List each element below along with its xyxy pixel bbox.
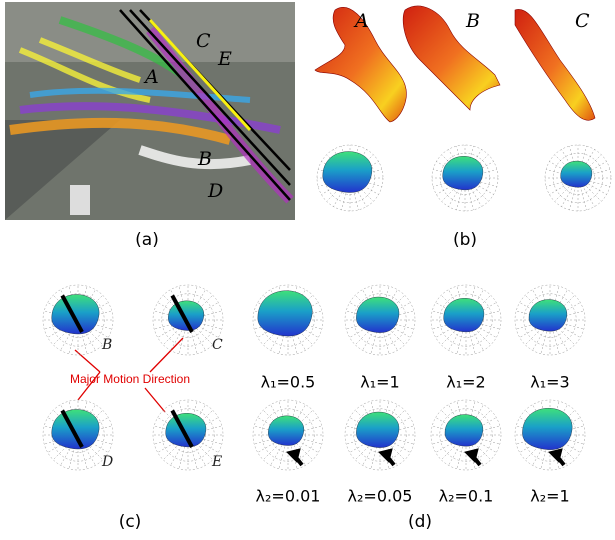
direction-blob bbox=[443, 156, 483, 190]
label: B bbox=[101, 337, 112, 353]
direction-blob bbox=[268, 416, 304, 446]
label: B bbox=[465, 10, 480, 32]
lambda-label: λ₂=0.01 bbox=[256, 487, 321, 506]
polar-plot bbox=[515, 400, 585, 470]
direction-blob bbox=[323, 152, 372, 193]
lambda-label: λ₁=0.5 bbox=[261, 373, 316, 392]
direction-blob bbox=[522, 408, 572, 449]
lambda-label: λ₂=0.1 bbox=[439, 487, 494, 506]
lambda-label: λ₂=0.05 bbox=[348, 487, 413, 506]
label: C bbox=[196, 30, 211, 52]
annotation: Major Motion Direction bbox=[70, 372, 190, 386]
direction-blob bbox=[168, 301, 204, 331]
direction-blob bbox=[258, 291, 312, 336]
polar-plot bbox=[545, 145, 611, 211]
polar-plot bbox=[253, 400, 323, 470]
label: C bbox=[212, 337, 223, 353]
polar-plot bbox=[432, 145, 498, 211]
direction-blob bbox=[561, 161, 592, 187]
polar-plot bbox=[431, 400, 501, 470]
lambda-label: λ₁=1 bbox=[360, 373, 399, 392]
lambda-label: λ₂=1 bbox=[530, 487, 569, 506]
label: D bbox=[101, 454, 113, 470]
label: A bbox=[143, 66, 159, 88]
caption: (c) bbox=[119, 512, 142, 532]
direction-blob bbox=[166, 413, 206, 447]
direction-blob bbox=[52, 294, 99, 334]
caption: (a) bbox=[135, 230, 159, 250]
lambda-label: λ₁=2 bbox=[446, 373, 485, 392]
direction-blob bbox=[444, 298, 484, 332]
traffic-image bbox=[5, 2, 295, 220]
label: E bbox=[217, 48, 232, 70]
caption: (d) bbox=[408, 512, 432, 532]
polar-plot bbox=[345, 400, 415, 470]
tube-b bbox=[403, 6, 500, 110]
lambda-label: λ₁=3 bbox=[530, 373, 569, 392]
direction-blob bbox=[529, 300, 567, 332]
polar-plot bbox=[317, 145, 383, 211]
label: D bbox=[207, 180, 223, 202]
label: E bbox=[211, 454, 222, 470]
direction-blob bbox=[356, 412, 399, 448]
direction-blob bbox=[52, 409, 99, 449]
direction-blob bbox=[356, 297, 399, 333]
label: B bbox=[197, 148, 212, 170]
caption: (b) bbox=[453, 230, 477, 250]
polar-plot bbox=[431, 285, 501, 355]
polar-plot bbox=[253, 285, 323, 355]
polar-plot bbox=[345, 285, 415, 355]
direction-blob bbox=[445, 415, 483, 447]
label: C bbox=[575, 10, 590, 32]
polar-plot bbox=[515, 285, 585, 355]
label: A bbox=[353, 10, 369, 32]
figure: ACEBD(a)ABC(b)BCDEMajor Motion Direction… bbox=[0, 0, 615, 540]
